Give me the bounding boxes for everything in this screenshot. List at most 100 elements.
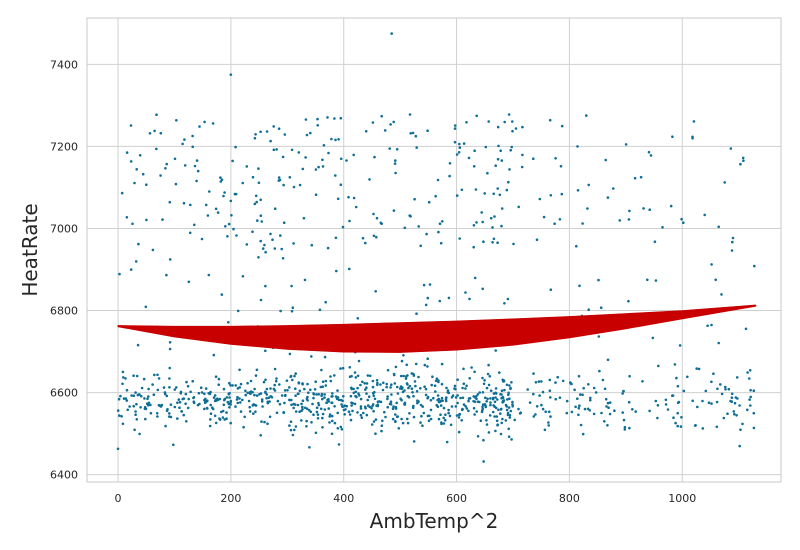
data-point — [470, 366, 473, 369]
data-point — [139, 406, 142, 409]
data-point — [364, 406, 367, 410]
data-point — [311, 402, 314, 406]
data-point — [494, 396, 497, 399]
data-point — [472, 245, 476, 249]
data-point — [462, 382, 466, 386]
fit-curve-upper — [117, 304, 756, 328]
data-point — [716, 387, 719, 391]
data-point — [301, 382, 304, 386]
x-tick-label: 400 — [333, 492, 354, 505]
data-point — [178, 406, 181, 410]
data-point — [283, 401, 286, 405]
data-point — [447, 296, 451, 300]
data-point — [177, 398, 181, 401]
data-point — [241, 181, 244, 185]
data-point — [253, 387, 256, 391]
data-point — [701, 399, 704, 403]
data-point — [391, 407, 395, 411]
data-point — [373, 390, 376, 394]
data-point — [475, 221, 478, 224]
data-point — [664, 403, 668, 406]
data-point — [464, 387, 467, 390]
data-point — [282, 221, 286, 224]
data-point — [565, 411, 569, 415]
data-point — [264, 250, 267, 254]
data-point — [365, 386, 368, 390]
data-point — [473, 413, 476, 416]
data-point — [234, 192, 238, 196]
data-point — [379, 383, 382, 386]
data-point — [458, 142, 461, 146]
data-point — [436, 394, 440, 397]
data-point — [592, 386, 596, 390]
data-point — [279, 309, 282, 313]
data-points — [116, 32, 756, 463]
data-point — [223, 418, 226, 421]
data-point — [586, 207, 589, 210]
data-point — [208, 190, 211, 193]
data-point — [217, 383, 220, 387]
data-point — [235, 398, 239, 401]
data-point — [589, 396, 592, 400]
data-point — [137, 242, 140, 246]
data-point — [312, 413, 315, 417]
data-point — [682, 389, 686, 393]
data-point — [339, 367, 342, 370]
data-point — [475, 397, 478, 401]
data-point — [461, 386, 464, 390]
data-point — [133, 428, 136, 432]
data-point — [247, 399, 251, 403]
data-point — [429, 408, 433, 412]
data-point — [500, 224, 503, 228]
data-point — [139, 394, 143, 398]
data-point — [455, 414, 459, 417]
data-point — [298, 389, 302, 393]
data-point — [497, 144, 500, 148]
data-point — [417, 375, 420, 379]
data-point — [223, 397, 227, 401]
data-point — [168, 386, 171, 389]
data-point — [364, 130, 368, 133]
data-point — [695, 367, 698, 370]
data-point — [748, 369, 752, 372]
data-point — [176, 417, 179, 420]
data-point — [294, 372, 298, 375]
data-point — [603, 420, 606, 423]
data-point — [722, 416, 726, 420]
data-point — [489, 401, 492, 404]
data-point — [618, 219, 622, 222]
data-point — [675, 376, 678, 380]
data-point — [496, 125, 500, 129]
data-point — [294, 394, 297, 398]
data-point — [182, 413, 185, 417]
data-point — [382, 381, 385, 385]
data-point — [631, 408, 634, 411]
data-point — [420, 414, 423, 418]
data-point — [384, 415, 387, 419]
data-point — [141, 172, 145, 176]
data-point — [259, 239, 263, 243]
data-point — [448, 174, 451, 178]
data-point — [435, 377, 439, 381]
data-point — [315, 406, 319, 410]
data-point — [294, 410, 298, 413]
data-point — [218, 397, 222, 401]
data-point — [586, 407, 590, 411]
data-point — [538, 394, 541, 397]
data-point — [375, 235, 378, 239]
data-point — [511, 120, 514, 123]
data-point — [292, 242, 295, 245]
data-point — [468, 377, 472, 380]
data-point — [497, 408, 500, 412]
data-point — [439, 404, 443, 407]
data-point — [350, 401, 353, 405]
data-point — [405, 382, 409, 385]
data-point — [321, 165, 325, 168]
data-point — [290, 284, 293, 288]
data-point — [126, 408, 129, 412]
data-point — [289, 420, 293, 424]
x-tick-label: 1000 — [668, 492, 696, 505]
data-point — [297, 392, 300, 396]
data-point — [627, 218, 631, 221]
data-point — [496, 187, 500, 190]
